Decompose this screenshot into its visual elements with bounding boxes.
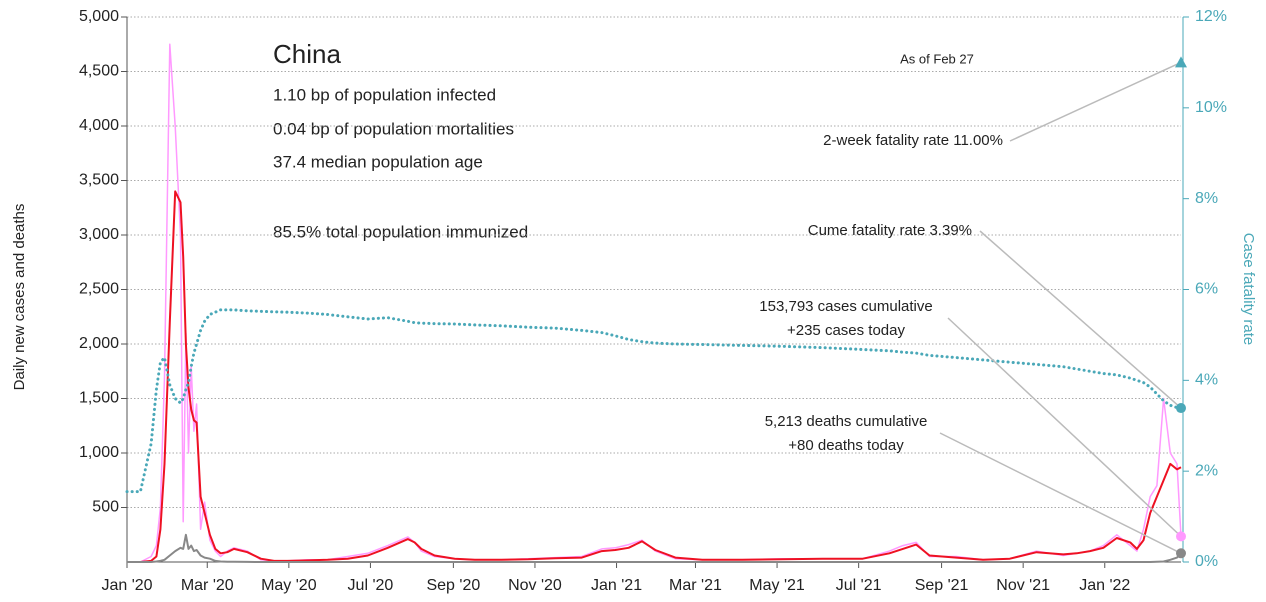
y2-tick-label: 10% [1195,99,1227,116]
x-tick-label: Sep '20 [426,577,480,594]
y-tick-label: 3,000 [79,226,119,243]
info-heading: China [273,39,341,69]
info-line: 37.4 median population age [273,152,483,171]
annotation-connector [979,230,1182,409]
y2-tick-label: 0% [1195,553,1218,570]
annotation-connector [947,317,1182,537]
y2-tick-label: 6% [1195,281,1218,298]
annotation-marker [1176,403,1186,414]
x-tick-label: Nov '20 [508,577,562,594]
series-line [127,533,1182,563]
annotation-text: Cume fatality rate 3.39% [808,222,972,239]
y2-tick-label: 8% [1195,190,1218,207]
x-tick-label: Jul '20 [348,577,394,594]
annotation-text: +235 cases today [787,322,906,339]
x-tick-label: Jul '21 [836,577,882,594]
x-tick-label: Sep '21 [915,577,969,594]
info-line: 0.04 bp of population mortalities [273,119,514,138]
x-tick-label: May '20 [261,577,317,594]
x-tick-label: Nov '21 [996,577,1050,594]
y-tick-label: 5,000 [79,8,119,25]
y2-tick-label: 4% [1195,372,1218,389]
annotation-text: +80 deaths today [788,437,904,454]
x-tick-label: Mar '20 [181,577,234,594]
annotation-marker [1175,56,1187,68]
y-tick-label: 4,500 [79,63,119,80]
info-line: 1.10 bp of population infected [273,85,496,104]
annotation-marker [1176,531,1186,542]
x-tick-label: Jan '21 [591,577,642,594]
y2-tick-label: 2% [1195,462,1218,479]
info-line: 85.5% total population immunized [273,222,528,241]
y-tick-label: 3,500 [79,172,119,189]
x-tick-label: Jan '20 [101,577,152,594]
y-tick-label: 2,000 [79,335,119,352]
annotation-marker [1176,548,1186,559]
x-tick-label: Jan '22 [1079,577,1130,594]
y-tick-label: 1,500 [79,390,119,407]
y-tick-label: 1,000 [79,444,119,461]
annotation-text: 153,793 cases cumulative [759,298,932,315]
series-line [125,308,1183,494]
y-tick-label: 2,500 [79,281,119,298]
annotation-text: 5,213 deaths cumulative [765,413,928,430]
series-line [127,190,1182,563]
y-tick-label: 4,000 [79,117,119,134]
y-tick-label: 500 [92,499,119,516]
annotation-connector [939,432,1182,554]
y-axis-label: Daily new cases and deaths [11,204,28,391]
annotation-text: 2-week fatality rate 11.00% [823,132,1003,149]
x-tick-label: May '21 [749,577,805,594]
x-tick-label: Mar '21 [669,577,722,594]
annotation-connector [1009,61,1182,142]
y2-axis-label: Case fatality rate [1240,233,1257,346]
y2-tick-label: 12% [1195,8,1227,25]
note: As of Feb 27 [900,51,974,66]
